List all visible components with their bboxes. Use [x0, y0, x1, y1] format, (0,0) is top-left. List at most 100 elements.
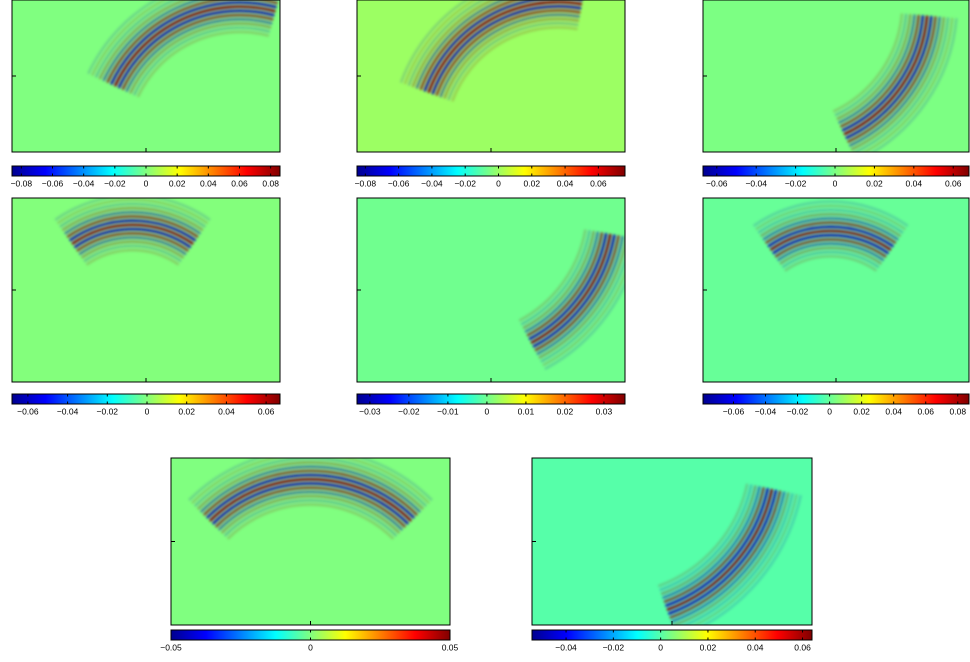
colorbar-tick-label: 0.02	[557, 406, 574, 416]
panel-background	[703, 0, 969, 152]
wave-arc	[870, 18, 958, 152]
wave-arc	[431, 5, 582, 95]
colorbar-tick-label: 0	[144, 178, 149, 188]
colorbar-tick-label: 0	[833, 178, 838, 188]
wave-arc	[54, 198, 211, 221]
colorbar-tick-label: 0.02	[700, 642, 717, 652]
wave-arc	[411, 0, 496, 88]
wave-arc	[672, 492, 790, 625]
wave-arc	[779, 246, 883, 265]
colorbar-tick-label: 0	[658, 642, 663, 652]
wave-arc	[530, 233, 612, 345]
wave-arc	[518, 229, 587, 322]
wave-arc	[205, 473, 416, 519]
colorbar-tick-label: −0.08	[355, 178, 377, 188]
colorbar-tick-label: −0.06	[706, 178, 728, 188]
wavefront	[832, 13, 958, 152]
colorbar-tick-label: 0	[308, 642, 313, 652]
wave-arc	[524, 231, 600, 334]
colorbar	[702, 393, 970, 405]
wave-arc	[121, 13, 274, 91]
colorbar-tick-label: −0.02	[398, 406, 420, 416]
wave-arc	[399, 0, 469, 84]
colorbar-tick-label: −0.04	[421, 178, 443, 188]
wave-arc	[767, 225, 895, 248]
wave-arc	[663, 486, 766, 604]
panel	[12, 198, 280, 382]
colorbar-tick-label: 0.06	[590, 178, 607, 188]
wave-arc	[71, 223, 194, 246]
wave-arc	[660, 485, 757, 596]
colorbar	[702, 165, 970, 177]
wave-arc	[774, 238, 887, 258]
wave-arc	[669, 490, 782, 620]
colorbar-tick-label: 0.02	[866, 178, 883, 188]
wave-arc	[838, 14, 916, 125]
wave-arc	[211, 482, 410, 525]
wave-arc	[68, 219, 197, 242]
wave-arc	[526, 232, 604, 337]
wave-arc	[760, 212, 902, 238]
wavefront	[399, 0, 583, 102]
wave-arc	[845, 15, 933, 140]
wavefront	[87, 0, 279, 98]
wave-arc	[776, 242, 885, 262]
colorbar-tick-label: 0.02	[178, 406, 195, 416]
colorbar-tick-label: 0.08	[950, 406, 967, 416]
wave-arc	[202, 469, 419, 516]
wave-arc	[220, 494, 401, 534]
colorbar-tick-label: 0.04	[906, 178, 923, 188]
colorbar-tick-label: −0.02	[454, 178, 476, 188]
colorbar-tick-label: −0.03	[359, 406, 381, 416]
wave-arc	[764, 221, 897, 245]
colorbar-tick-label: 0.06	[231, 178, 248, 188]
colorbar-tick-label: 0	[485, 406, 490, 416]
colorbar-tick-label: 0.06	[945, 178, 962, 188]
wave-arc	[59, 202, 206, 228]
wave-arc	[217, 490, 404, 531]
panel	[703, 0, 969, 152]
wave-arc	[659, 484, 753, 592]
wave-arc	[443, 17, 580, 99]
wave-arc	[80, 240, 185, 259]
colorbar-tick-label: −0.02	[603, 642, 625, 652]
colorbar-tick-label: 0.02	[853, 406, 870, 416]
colorbar-tick-label: −0.04	[745, 178, 767, 188]
wave-arc	[752, 200, 909, 227]
wave-arc	[98, 0, 189, 80]
wave-arc	[841, 15, 925, 132]
colorbar-tick-label: −0.02	[787, 406, 809, 416]
wave-arc	[415, 0, 507, 89]
wavefront	[518, 229, 625, 371]
colorbar-tick-label: −0.06	[42, 178, 64, 188]
colorbar-tick-label: 0	[496, 178, 501, 188]
wave-arc	[85, 248, 180, 266]
wave-arc	[73, 227, 192, 249]
wave-arc	[784, 254, 878, 272]
wave-arc	[188, 458, 433, 502]
wave-arc	[61, 206, 204, 232]
colorbar-tick-label: −0.05	[160, 642, 182, 652]
wave-arc	[757, 208, 904, 234]
wave-arc	[692, 493, 798, 625]
wave-arc	[662, 486, 761, 600]
colorbar-tick-label: 0.01	[518, 406, 535, 416]
colorbar-tick-label: 0.03	[596, 406, 613, 416]
colorbar-tick-label: −0.02	[785, 178, 807, 188]
colorbar-tick-label: 0.04	[885, 406, 902, 416]
wave-arc	[850, 17, 946, 151]
wave-arc	[832, 13, 904, 113]
wave-arc	[536, 235, 625, 356]
wave-arc	[208, 478, 413, 522]
wave-arc	[94, 0, 178, 78]
wave-arc	[772, 233, 890, 255]
wave-arc	[538, 239, 625, 360]
wave-arc	[125, 18, 273, 93]
panel-background	[703, 198, 969, 382]
wave-arc	[83, 244, 182, 263]
panel	[171, 458, 450, 625]
wave-arc	[667, 489, 778, 616]
panel-background	[357, 0, 625, 152]
colorbar-tick-label: 0.04	[218, 406, 235, 416]
wave-arc	[419, 0, 521, 91]
